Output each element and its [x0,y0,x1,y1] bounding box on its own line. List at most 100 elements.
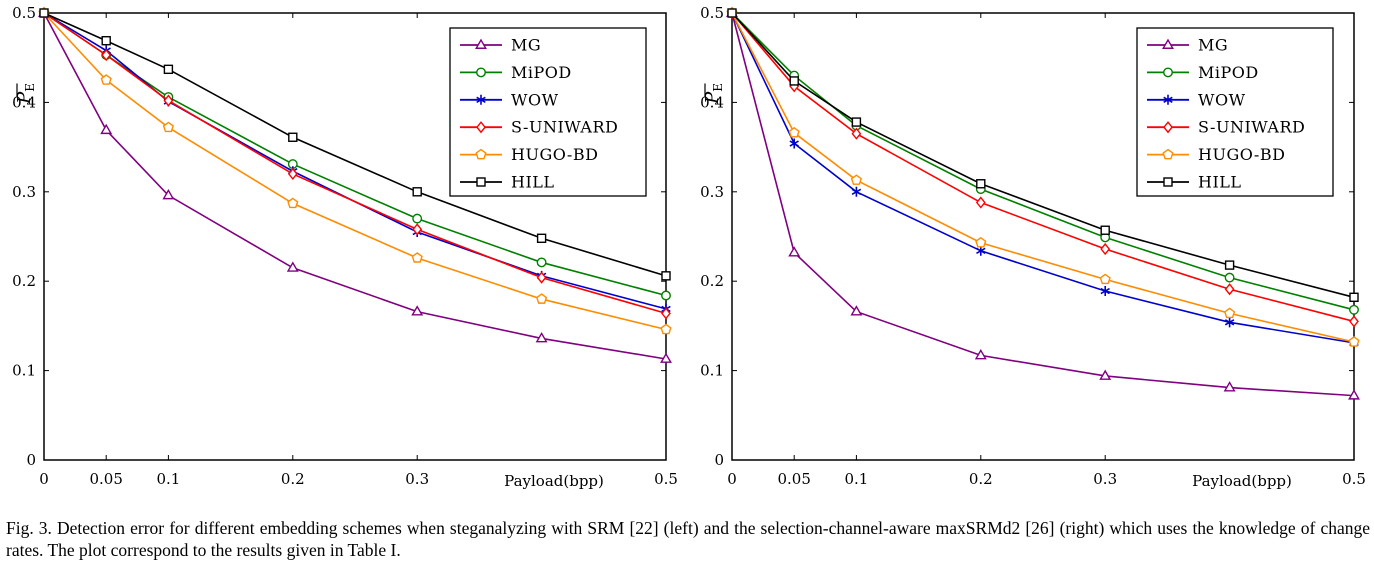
data-point [1349,292,1359,302]
right-chart: 0 0.05 0.1 0.2 0.3 0.5 0 0.1 0.2 0.3 0.4 0.5 Payload… [700,4,1366,490]
data-point [162,188,175,200]
x-tick-label: 0.5 [1342,470,1366,488]
y-tick-label: 0.2 [12,272,36,290]
y-tick-label: 0.4 [700,93,724,111]
series-hugo-bd [38,7,672,335]
legend-label: HUGO-BD [511,145,598,164]
data-point [976,179,986,189]
data-point [788,126,800,138]
legend-item: MG [1147,36,1228,55]
data-point [288,132,298,142]
data-point [162,121,174,133]
plot-frame [731,12,1355,461]
data-point [727,8,737,18]
legend-marker [1163,94,1173,105]
data-point [536,271,547,284]
data-point [1348,389,1360,400]
data-point [163,94,174,107]
x-tick-label: 0.05 [777,470,810,488]
data-point [1099,369,1112,380]
data-point [850,305,863,316]
data-point [411,305,424,316]
data-point [1348,336,1360,347]
figure-caption: Fig. 3. Detection error for different em… [6,518,1370,560]
legend-item: MG [460,36,541,55]
y-tick-label: 0.5 [700,4,724,22]
data-point [535,332,548,343]
x-tick-label: 0 [727,470,737,488]
data-point [660,352,672,363]
legend-item: HILL [1147,173,1241,192]
data-point [974,348,987,360]
legend-marker [476,121,486,134]
data-point [789,76,799,86]
data-point [661,290,671,301]
data-point [1224,272,1235,283]
legend-marker [476,94,486,105]
y-axis-label-main: P [14,91,35,105]
data-point [100,123,113,135]
series-hill [727,8,1359,302]
legend-marker [1163,67,1173,78]
data-point [1223,381,1236,392]
y-axis-label-sub: E [711,83,725,92]
series-s-uniward [727,6,1359,328]
y-tick-label: 0 [26,451,36,469]
data-point [851,127,862,140]
legend-label: S-UNIWARD [1198,118,1305,137]
legend-label: WOW [1198,90,1246,109]
data-point [850,174,862,185]
data-point [975,196,986,209]
legend-item: WOW [1147,90,1246,109]
y-axis-label-sub: E [23,83,37,92]
legend-item: WOW [460,90,558,109]
y-axis-label-main: P [702,91,723,105]
x-axis-label: Payload(bpp) [504,472,604,490]
legend-box [449,27,647,197]
legend-marker [1162,148,1174,160]
data-point [975,236,987,248]
legend-item: MiPOD [460,63,571,82]
x-tick-label: 0.1 [156,470,180,488]
data-point [1099,273,1111,285]
data-point [1224,307,1236,319]
y-tick-label: 0.2 [700,272,724,290]
y-tick-label: 0.1 [12,362,36,380]
data-point [287,197,299,209]
data-point [1349,304,1359,315]
y-tick-label: 0.1 [700,362,724,380]
series-mg [38,6,672,363]
legend-label: HUGO-BD [1198,145,1285,164]
data-point [101,48,112,62]
legend-item: S-UNIWARD [460,118,618,137]
data-point [1224,260,1235,270]
data-point [100,74,112,85]
data-point [1100,286,1110,297]
data-point [286,261,299,272]
data-point [536,233,547,243]
x-tick-label: 0.1 [844,470,868,488]
series-hill [39,8,671,281]
data-point [851,186,862,197]
legend-item: HUGO-BD [1147,145,1285,164]
legend: MG MiPOD WOW S-UNIWARD HUGO-BD HILL [1136,27,1334,197]
legend-marker [1162,38,1174,49]
legend-marker [475,148,487,160]
x-tick-label: 0.2 [969,470,993,488]
y-tick-label: 0 [714,451,724,469]
legend-label: S-UNIWARD [511,118,618,137]
data-point [789,138,799,149]
series-hugo-bd [726,7,1360,347]
data-point [411,252,423,263]
legend-item: MiPOD [1147,63,1258,82]
legend-box [1136,27,1334,197]
legend-marker [475,38,487,49]
data-point [1224,283,1235,296]
y-axis-label: PE [702,83,725,105]
data-point [1349,315,1359,328]
legend-item: S-UNIWARD [1147,118,1305,137]
data-point [101,36,111,46]
x-tick-label: 0.2 [281,470,305,488]
data-point [163,64,174,75]
legend-label: MG [1198,36,1228,55]
